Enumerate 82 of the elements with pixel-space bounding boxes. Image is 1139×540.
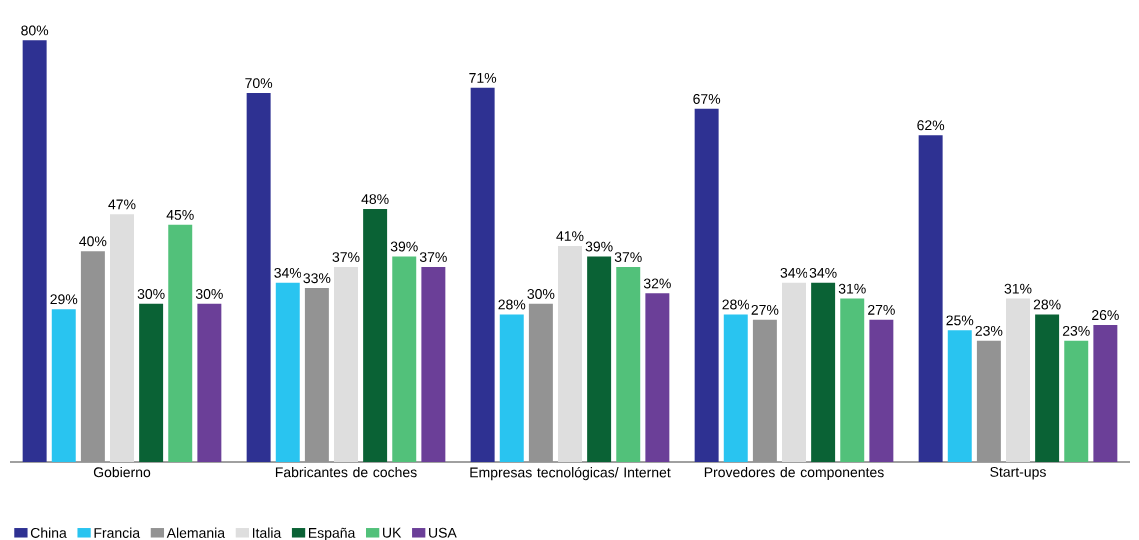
bar — [304, 288, 329, 462]
data-label: 45% — [166, 210, 194, 220]
data-label: 30% — [195, 289, 223, 299]
bar — [723, 314, 748, 462]
data-label: 32% — [643, 278, 671, 289]
data-label: 70% — [245, 78, 273, 89]
bar — [840, 298, 865, 462]
data-label: 25% — [946, 315, 974, 326]
data-label: 29% — [50, 294, 78, 305]
data-label: 23% — [1062, 325, 1090, 336]
bar — [976, 340, 1001, 462]
bar — [1064, 340, 1089, 462]
bar — [470, 87, 495, 462]
legend-label: España — [309, 527, 356, 540]
bar — [645, 293, 670, 462]
data-label: 39% — [390, 241, 418, 252]
bar — [869, 319, 894, 462]
bar — [811, 282, 836, 462]
data-label: 28% — [722, 299, 750, 310]
data-label: 28% — [498, 299, 526, 310]
x-tick-label: Fabricantes de coches — [275, 466, 417, 478]
data-label: 47% — [108, 199, 136, 210]
bar — [168, 224, 193, 462]
bar — [1035, 314, 1060, 462]
data-label: 30% — [137, 289, 165, 299]
data-label: 34% — [809, 267, 837, 278]
data-label: 27% — [751, 304, 779, 315]
data-label: 48% — [361, 194, 389, 205]
bar — [1006, 298, 1030, 462]
bar — [392, 256, 417, 462]
data-label: 26% — [1092, 310, 1119, 321]
data-label: 31% — [838, 283, 866, 294]
bar — [110, 214, 134, 462]
bar — [334, 266, 358, 462]
x-tick-label: Start-ups — [990, 466, 1046, 480]
bar — [616, 266, 641, 462]
legend-label: Francia — [94, 527, 141, 538]
bar — [51, 309, 76, 462]
bar — [782, 282, 806, 462]
data-label: 30% — [527, 289, 555, 299]
bar — [499, 314, 524, 462]
legend-label: USA — [429, 527, 457, 538]
legend-label: Italia — [252, 527, 282, 538]
data-label: 41% — [556, 231, 584, 241]
bar — [139, 303, 164, 462]
bar — [1093, 324, 1118, 462]
bar — [752, 319, 777, 462]
data-label: 28% — [1033, 299, 1061, 310]
bar — [80, 251, 105, 462]
bar — [558, 245, 582, 462]
bar — [363, 208, 388, 462]
data-label: 39% — [585, 241, 613, 252]
bar — [587, 256, 612, 462]
x-tick-label: Empresas tecnológicas/ Internet — [470, 466, 671, 481]
bar — [275, 282, 300, 462]
data-label: 33% — [303, 273, 331, 284]
bar — [528, 303, 553, 462]
x-tick-label: Gobierno — [93, 466, 151, 478]
x-tick-label: Provedores de componentes — [704, 466, 884, 480]
bar — [421, 266, 446, 462]
legend-label: Alemania — [166, 527, 226, 538]
data-label: 31% — [1004, 283, 1032, 294]
data-label: 37% — [419, 252, 447, 263]
data-label: 34% — [274, 267, 302, 278]
data-label: 37% — [332, 252, 360, 263]
data-label: 40% — [79, 236, 107, 247]
bar — [246, 93, 271, 462]
data-label: 67% — [693, 93, 721, 104]
data-label: 37% — [614, 252, 642, 263]
data-label: 27% — [868, 304, 895, 315]
bar — [694, 108, 719, 462]
data-label: 71% — [469, 73, 497, 83]
data-label: 23% — [975, 325, 1003, 336]
legend-label: UK — [383, 527, 402, 538]
bar — [22, 40, 47, 462]
legend-label: China — [30, 527, 67, 538]
data-label: 34% — [780, 267, 808, 278]
data-label: 62% — [917, 120, 945, 131]
bar — [197, 303, 222, 462]
bar — [947, 330, 972, 462]
bar — [918, 135, 943, 462]
data-label: 80% — [21, 25, 49, 36]
